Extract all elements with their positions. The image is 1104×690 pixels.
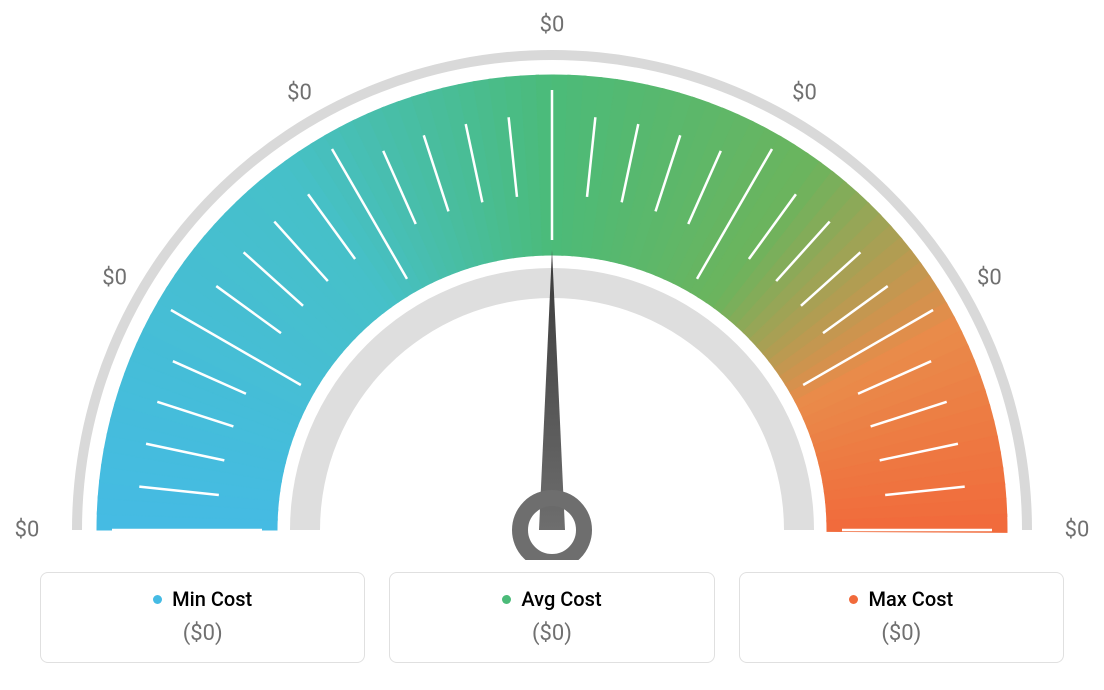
gauge-tick-label: $0	[792, 80, 817, 105]
legend-bullet-avg	[502, 595, 511, 604]
gauge-svg	[0, 0, 1104, 560]
legend-bullet-max	[849, 595, 858, 604]
legend-title-avg: Avg Cost	[502, 587, 601, 611]
legend-card-max: Max Cost ($0)	[739, 572, 1064, 663]
legend-title-min: Min Cost	[153, 587, 252, 611]
gauge-tick-label: $0	[287, 80, 312, 105]
legend-value-max: ($0)	[740, 621, 1063, 646]
gauge-area: $0 $0 $0 $0 $0 $0 $0	[0, 0, 1104, 560]
gauge-tick-label: $0	[1065, 518, 1090, 543]
legend-row: Min Cost ($0) Avg Cost ($0) Max Cost ($0…	[40, 572, 1064, 663]
gauge-tick-label: $0	[977, 265, 1002, 290]
legend-bullet-min	[153, 595, 162, 604]
gauge-tick-label: $0	[540, 13, 565, 38]
gauge-chart-container: $0 $0 $0 $0 $0 $0 $0 Min Cost ($0) Avg Cost ($…	[0, 0, 1104, 690]
legend-label-max: Max Cost	[868, 587, 953, 611]
legend-title-max: Max Cost	[849, 587, 953, 611]
legend-value-avg: ($0)	[390, 621, 713, 646]
legend-card-min: Min Cost ($0)	[40, 572, 365, 663]
gauge-tick-label: $0	[102, 265, 127, 290]
legend-value-min: ($0)	[41, 621, 364, 646]
legend-label-min: Min Cost	[172, 587, 252, 611]
legend-label-avg: Avg Cost	[521, 587, 601, 611]
legend-card-avg: Avg Cost ($0)	[389, 572, 714, 663]
gauge-tick-label: $0	[15, 518, 40, 543]
